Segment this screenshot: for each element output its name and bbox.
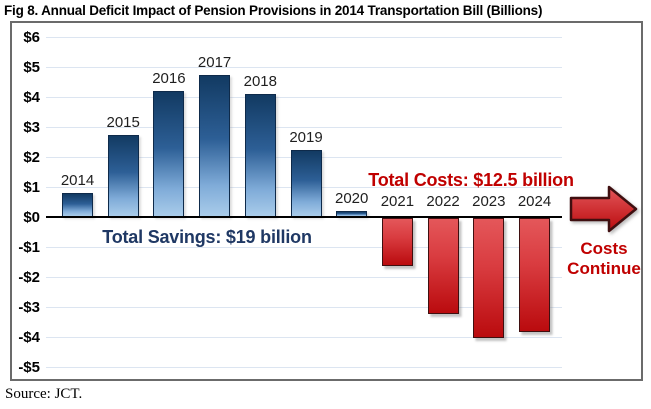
year-label-2018: 2018 bbox=[243, 73, 277, 90]
chart-area: $6 $5 $4 $3 $2 $1 $0 -$1 -$2 -$3 -$4 -$5 2014 2015 201… bbox=[10, 21, 643, 381]
costs-continue-line1: Costs bbox=[580, 239, 628, 258]
source-note: Source: JCT. bbox=[5, 386, 83, 402]
year-label-2014: 2014 bbox=[60, 172, 95, 189]
gridline--$2 bbox=[46, 277, 562, 278]
figure-title: Fig 8. Annual Deficit Impact of Pension … bbox=[4, 3, 543, 18]
y-axis-tick-label: $3 bbox=[23, 119, 40, 136]
year-label-2016: 2016 bbox=[152, 70, 186, 87]
year-label-2017: 2017 bbox=[197, 53, 232, 71]
bar-2018 bbox=[244, 94, 276, 217]
bar-2015 bbox=[107, 134, 139, 217]
total-savings-annotation: Total Savings: $19 billion bbox=[102, 227, 312, 247]
gridline--$1 bbox=[46, 247, 562, 248]
bar-2024 bbox=[519, 218, 550, 332]
bar-2016 bbox=[153, 91, 185, 217]
y-axis-tick-label: -$2 bbox=[18, 269, 40, 286]
costs-continue-arrow-icon bbox=[569, 184, 639, 234]
gridline-$5 bbox=[46, 67, 562, 68]
bar-2021 bbox=[381, 218, 413, 266]
gridline-$6 bbox=[46, 37, 562, 38]
bar-2017 bbox=[199, 74, 231, 217]
y-axis-tick-label: $6 bbox=[23, 29, 40, 46]
zero-axis-line bbox=[46, 216, 562, 218]
y-axis-tick-label: -$1 bbox=[18, 239, 40, 256]
y-axis-tick-label: -$5 bbox=[18, 359, 40, 376]
plot-area: $6 $5 $4 $3 $2 $1 $0 -$1 -$2 -$3 -$4 -$5 2014 2015 201… bbox=[12, 23, 641, 379]
year-label-2024: 2024 bbox=[517, 193, 552, 210]
y-axis-tick-label: -$4 bbox=[18, 329, 40, 346]
year-label-2020: 2020 bbox=[335, 190, 369, 207]
total-costs-annotation: Total Costs: $12.5 billion bbox=[368, 170, 574, 190]
y-axis-tick-label: -$3 bbox=[18, 299, 40, 316]
y-axis-tick-label: $2 bbox=[23, 149, 40, 166]
bar-2014 bbox=[62, 193, 93, 217]
year-label-2021: 2021 bbox=[380, 193, 415, 210]
y-axis-tick-label: $1 bbox=[23, 179, 40, 196]
y-axis-tick-label: $0 bbox=[23, 209, 40, 226]
costs-continue-line2: Continue bbox=[567, 259, 641, 278]
bar-2023 bbox=[473, 218, 505, 338]
gridline--$3 bbox=[46, 307, 562, 308]
gridline--$5 bbox=[46, 367, 562, 368]
year-label-2022: 2022 bbox=[426, 193, 460, 210]
gridline--$4 bbox=[46, 337, 562, 338]
year-label-2019: 2019 bbox=[289, 128, 323, 146]
gridline-$4 bbox=[46, 97, 562, 98]
y-axis-tick-label: $4 bbox=[23, 89, 40, 106]
year-label-2023: 2023 bbox=[472, 193, 506, 210]
y-axis-tick-label: $5 bbox=[23, 59, 40, 76]
bar-2019 bbox=[290, 149, 322, 217]
bar-2022 bbox=[427, 218, 459, 314]
year-label-2015: 2015 bbox=[106, 113, 140, 131]
costs-continue-label: Costs Continue bbox=[555, 239, 651, 279]
gridline-$3 bbox=[46, 127, 562, 128]
